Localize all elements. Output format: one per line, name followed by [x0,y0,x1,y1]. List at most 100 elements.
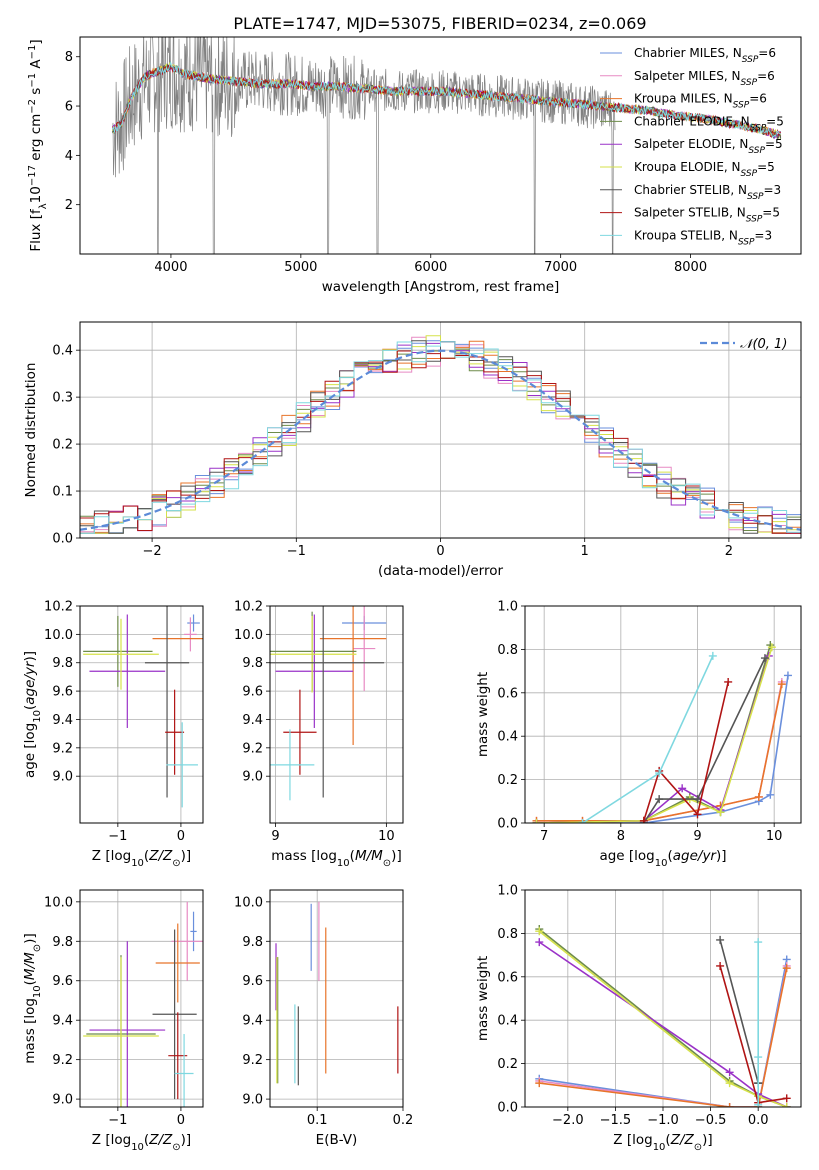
errorbar-salpeter-stelib [165,689,185,775]
axes-frame [79,889,204,1108]
y-tick-label: 4 [65,149,73,164]
x-tick-label: 9 [693,829,701,844]
series-marker [678,784,687,793]
series-marker [783,671,792,680]
series-marker [693,795,702,804]
errorbar-kroupa-miles [319,606,387,745]
y-tick-label: 9.0 [242,770,263,785]
legend-label: Salpeter STELIB, NSSP=5 [634,206,780,225]
series-line [538,930,787,1107]
y-tick-label: 0.6 [497,686,518,701]
y-tick-label: 0.1 [52,485,73,500]
y-tick-label: 0.2 [52,438,73,453]
y-tick-label: 0.4 [52,344,73,359]
errorbar-kroupa-stelib [174,1034,194,1107]
normal-legend-label: 𝒩(0, 1) [740,337,787,352]
panel-age-vs-Z: −1 0 9.0 9.2 9.4 9.6 9.8 10.0 10.2 Z [log10(Z/Z⊙)… [22,600,204,869]
errorbar-salpeter-stelib [283,689,317,775]
errorbar-chabrier-stelib [270,606,385,798]
series-marker [782,1094,791,1103]
series-marker [532,819,541,823]
y-tick-label: 9.0 [242,1093,263,1108]
model-spectrum-kroupa-stelib [112,60,781,138]
legend-label: Chabrier MILES, NSSP=6 [634,46,776,65]
y-tick-label: 9.8 [242,935,263,950]
errorbar-kroupa-elodie [270,615,357,693]
errorbar-salpeter-elodie [89,614,166,728]
y-tick-label: 0.8 [497,643,518,658]
y-tick-label: 9.0 [52,770,73,785]
y-tick-label: 8 [65,50,73,65]
spectrum-legend: Chabrier MILES, NSSP=6 Salpeter MILES, NS… [600,46,784,247]
y-tick-label: 9.6 [52,685,73,700]
axes-frame [269,889,404,1108]
plot-area [80,335,801,534]
legend-label: Salpeter ELODIE, NSSP=5 [634,137,783,156]
errorbar-chabrier-miles [190,911,197,952]
series-marker [754,1053,763,1062]
errorbar-kroupa-stelib [270,729,315,801]
series-marker [782,1103,791,1107]
x-tick-label: 0.2 [393,1113,414,1128]
panel-age-vs-mass: 9 10 9.0 9.2 9.4 9.6 9.8 10.0 10.2 mass [log10(M/… [234,600,404,869]
y-tick-label: 10.2 [44,600,73,615]
x-tick-label: 0 [177,1113,185,1128]
series-marker [716,808,725,817]
x-axis-label: mass [log10(M/M⊙)] [271,848,401,869]
y-tick-label: 10.2 [234,600,263,615]
series-marker [724,677,733,686]
y-tick-label: 0.8 [497,927,518,942]
legend-label: Kroupa ELODIE, NSSP=5 [634,160,775,179]
errorbar-kroupa-elodie [83,618,159,690]
y-tick-label: 0.0 [497,817,518,832]
panel-weight-vs-Z: −2.0 −1.5 −1.0 −0.5 0.0 0.0 0.2 0.4 0.6 0.8 1.0 Z [… [475,884,802,1153]
series-marker [754,792,763,801]
panel-mass-vs-Z: −1 0 9.0 9.2 9.4 9.6 9.8 10.0 Z [log10(Z/Z⊙)] mas… [22,889,204,1153]
y-tick-label: 0.6 [497,970,518,985]
y-axis-label: mass [log10(M/M⊙)] [22,933,43,1063]
y-axis-label: mass weight [475,672,491,757]
errorbar-chabrier-miles [187,614,200,632]
series-marker [535,938,544,947]
y-tick-label: 9.4 [242,1014,263,1029]
axes-frame [524,889,802,1108]
axes-frame [79,605,204,824]
series-line [643,681,729,822]
errorbar-salpeter-miles [171,901,203,981]
y-tick-label: 0.2 [497,1057,518,1072]
series-marker [708,651,717,660]
observed-spectrum-line [112,37,616,254]
axes-frame [524,605,802,824]
y-tick-label: 9.6 [52,974,73,989]
series-marker [725,1068,734,1077]
legend-label: Kroupa MILES, NSSP=6 [634,92,767,111]
y-tick-label: 10.0 [234,628,263,643]
errorbar-salpeter-elodie [275,614,354,728]
y-tick-label: 0.2 [497,773,518,788]
axes-frame [79,36,802,255]
x-axis-label: wavelength [Angstrom, rest frame] [322,279,560,295]
y-tick-label: 0.0 [497,1101,518,1116]
series-marker [777,680,786,689]
x-tick-label: 9 [271,829,279,844]
x-tick-label: 7 [540,829,548,844]
y-tick-label: 0.4 [497,1014,518,1029]
x-tick-label: 7000 [544,260,577,275]
errorbar-chabrier-elodie [83,615,153,687]
x-axis-label: Z [log10(Z/Z⊙)] [92,1132,191,1153]
legend-label: Kroupa STELIB, NSSP=3 [634,228,772,247]
series-line [539,967,788,1107]
plot-area [83,901,203,1107]
y-tick-label: 10.0 [234,895,263,910]
series-marker [693,810,702,819]
x-axis-label: Z [log10(Z/Z⊙)] [613,1132,712,1153]
y-tick-label: 9.6 [242,974,263,989]
errorbar-kroupa-miles [155,923,200,1003]
y-tick-label: 10.0 [44,628,73,643]
x-tick-label: −1.0 [647,1113,679,1128]
y-tick-label: 2 [65,198,73,213]
model-spectrum-chabrier-stelib [112,63,782,140]
x-tick-label: 5000 [284,260,317,275]
x-tick-label: −1 [287,544,306,559]
